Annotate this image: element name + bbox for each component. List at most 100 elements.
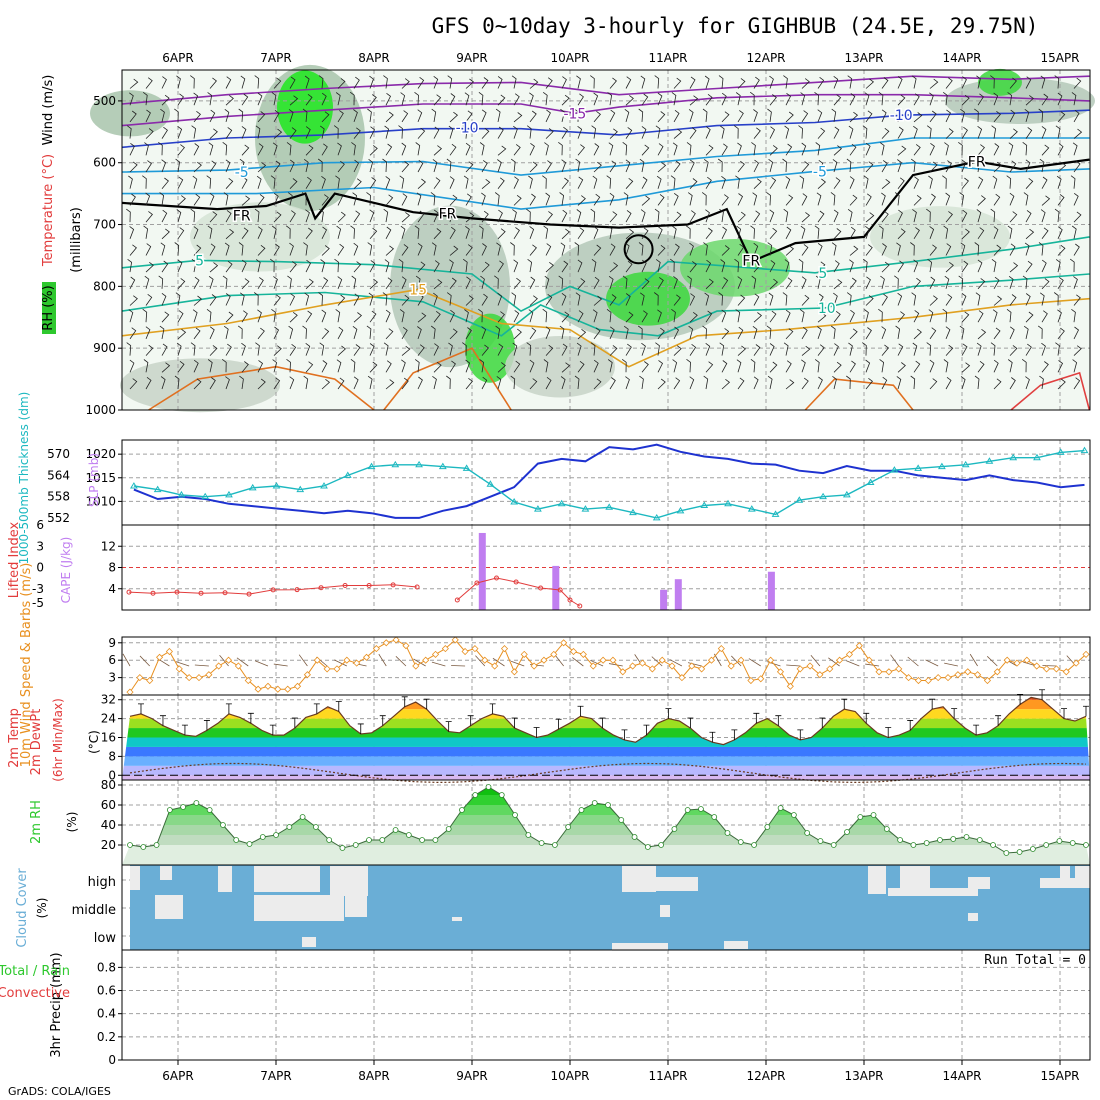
wind-barb: [144, 142, 149, 156]
wind-barb: [703, 158, 709, 173]
wind-barb: [207, 359, 213, 373]
wind-barb: [1073, 128, 1083, 139]
thickness-marker: [343, 471, 352, 478]
rh-marker: [299, 814, 306, 820]
wind-barb: [622, 275, 628, 289]
wind-barb: [737, 142, 742, 156]
wind-barb: [289, 76, 296, 89]
wind-speed-marker: [885, 668, 893, 676]
cloud-level-label: middle: [72, 903, 116, 918]
wind-barb: [897, 76, 903, 89]
wind-barb: [1057, 92, 1063, 106]
wind-barb: [990, 75, 995, 89]
wind-barb: [657, 194, 665, 206]
wind-speed-marker: [224, 656, 233, 664]
lifted-index-marker: [567, 597, 573, 603]
wind-barb: [447, 208, 453, 223]
wind-speed-marker: [747, 676, 755, 685]
wind-barb: [1009, 128, 1018, 139]
wind-barb: [161, 159, 167, 173]
temp-minmax-bar: [555, 718, 562, 730]
wind-barb: [943, 359, 949, 373]
wind-barb: [751, 142, 756, 156]
wind-barb: [831, 108, 837, 122]
wind-barb-10m: [492, 657, 505, 667]
wind-barb: [1024, 242, 1030, 256]
pressure-tick-label: 700: [93, 218, 116, 232]
wind-barb: [752, 325, 758, 340]
cape-bar: [674, 579, 682, 610]
wind-barb: [785, 379, 795, 390]
wind-barb: [225, 228, 235, 240]
wind-barb: [321, 309, 327, 323]
wind-barb: [976, 342, 982, 356]
wind-barb: [273, 326, 280, 340]
contour-label: FR: [742, 253, 760, 269]
wind-barb: [225, 95, 234, 106]
wind-barb: [719, 208, 724, 223]
wind-speed-marker: [629, 662, 637, 670]
thickness-tick-label: 552: [47, 511, 70, 525]
wind-barb: [847, 208, 853, 223]
wind-barb: [385, 143, 393, 156]
wind-barb-10m: [236, 657, 249, 667]
wind-barb: [208, 142, 214, 156]
wind-speed-marker: [471, 645, 479, 653]
wind-barb-10m: [139, 655, 150, 667]
precip-background: [122, 950, 1090, 1060]
wind-barb: [401, 244, 409, 256]
temp-minmax-bar: [709, 731, 716, 743]
wind-barb: [225, 343, 232, 356]
wind-barb: [1041, 310, 1048, 323]
pressure-tick-label: 500: [93, 94, 116, 108]
wind-speed-marker: [974, 671, 982, 679]
wind-barb: [353, 376, 359, 390]
rh-marker: [963, 834, 970, 840]
wind-barb: [749, 91, 755, 106]
wind-barb: [704, 75, 710, 89]
wind-speed-marker: [343, 656, 351, 664]
rh-marker: [352, 842, 359, 848]
rh-marker: [883, 826, 890, 832]
wind-barb: [545, 261, 554, 273]
cape-tick-label: 12: [101, 539, 116, 553]
rh-marker: [1029, 846, 1036, 852]
wind-barb: [385, 194, 394, 206]
wind-barb: [289, 242, 294, 256]
millibars-axis-label: (millibars): [69, 207, 84, 273]
slp-background: [122, 440, 1090, 525]
wind-barb: [286, 358, 291, 373]
wind-barb: [702, 325, 707, 339]
rh-band: [122, 845, 1090, 865]
wind-barb: [881, 77, 889, 89]
wind-barb: [641, 227, 649, 240]
wind-speed-marker: [1072, 659, 1080, 667]
wind-barb: [641, 93, 649, 106]
thickness-marker: [914, 464, 923, 471]
wind-barb: [895, 325, 901, 339]
wind-barb: [977, 125, 983, 139]
wind-speed-marker: [175, 665, 183, 673]
wind-barb: [960, 108, 965, 122]
dewpoint-line: [129, 762, 1087, 784]
wind-barb: [641, 361, 649, 373]
wind-barb: [353, 312, 363, 323]
wind-barb: [769, 177, 777, 189]
wind-barb: [993, 327, 1001, 340]
wind-barb: [849, 309, 855, 323]
rh-shade: [277, 70, 333, 144]
wind-barb: [526, 208, 531, 223]
rh-marker: [312, 824, 319, 830]
wind-barb: [161, 311, 170, 323]
wind-speed-marker: [372, 645, 380, 653]
date-label-top: 14APR: [942, 51, 981, 65]
wind-barb: [769, 145, 778, 156]
wind-barb: [126, 125, 132, 139]
thickness-marker: [1056, 448, 1065, 455]
wind-barb: [528, 175, 533, 189]
wind-barb: [257, 378, 266, 390]
wind-barb: [864, 92, 870, 106]
wind-barb: [832, 375, 837, 390]
slp-tick-label: 1010: [85, 494, 116, 508]
axis-labels: 6APR6APR7APR7APR8APR8APR9APR9APR10APR10A…: [0, 51, 1086, 1083]
